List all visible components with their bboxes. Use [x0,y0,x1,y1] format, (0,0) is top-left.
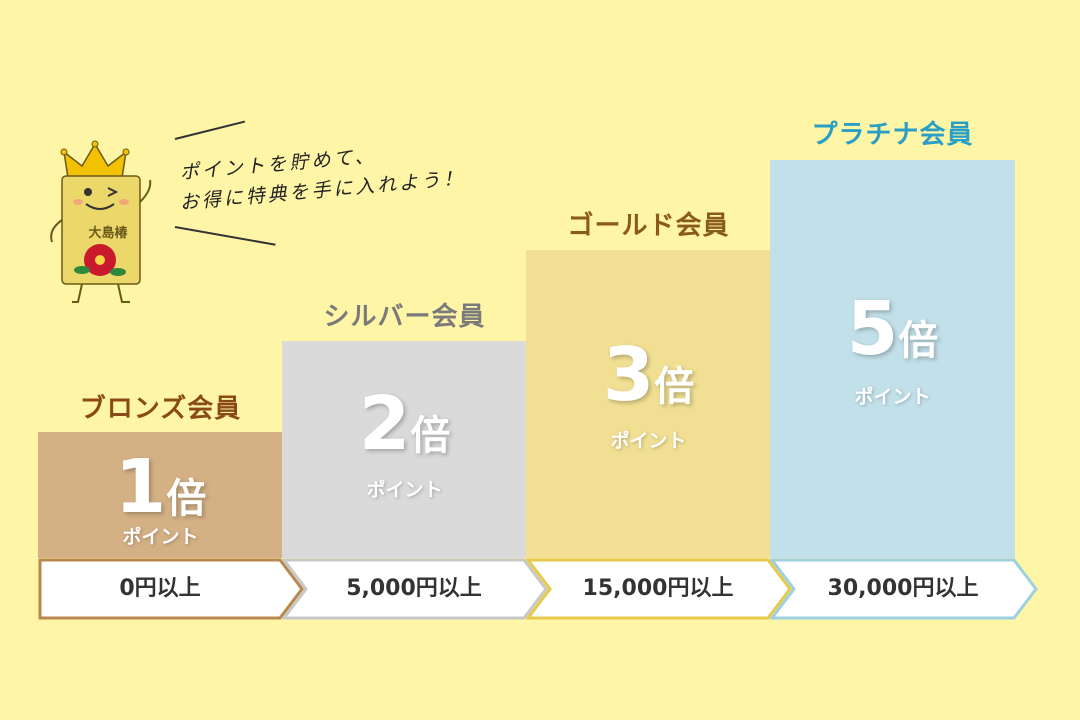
tier-box-silver: 2倍 ポイント [282,341,527,558]
tier-title-platinum: プラチナ会員 [811,120,974,150]
points-label-silver: ポイント [366,479,443,501]
mascot-illustration [50,140,152,303]
threshold-ribbon-silver: 5,000円以上 [282,558,550,620]
tier-title-gold: ゴールド会員 [567,211,730,241]
tier-title-silver: シルバー会員 [323,302,486,332]
tier-box-gold: 3倍 ポイント [526,250,771,558]
points-label-bronze: ポイント [122,526,199,548]
speech-bubble: ポイントを貯めて、 お得に特典を手に入れよう！ [174,118,505,248]
speech-line-bottom [174,226,276,246]
multiplier-bronze: 1倍 [114,444,207,530]
tier-box-bronze: 1倍 ポイント [38,432,283,558]
ribbon-arrow-shape [38,558,304,620]
ribbon-arrow-shape [770,558,1038,620]
mascot-name-text: 大島椿 [88,226,128,241]
speech-line-top [174,120,246,140]
threshold-text-bronze: 0円以上 [119,576,201,601]
points-label-platinum: ポイント [854,386,931,408]
multiplier-silver: 2倍 [358,381,451,467]
ribbon-arrow-shape [526,558,792,620]
threshold-ribbon-gold: 15,000円以上 [526,558,794,620]
tier-box-platinum: 5倍 ポイント [770,160,1015,558]
threshold-text-silver: 5,000円以上 [346,576,482,601]
multiplier-platinum: 5倍 [846,286,939,372]
threshold-ribbon-bronze: 0円以上 [38,558,306,620]
points-label-gold: ポイント [610,430,687,452]
multiplier-gold: 3倍 [602,332,695,418]
threshold-text-platinum: 30,000円以上 [827,576,979,601]
threshold-text-gold: 15,000円以上 [582,576,734,601]
ribbon-arrow-shape [282,558,548,620]
threshold-ribbon-platinum: 30,000円以上 [770,558,1040,620]
tier-title-bronze: ブロンズ会員 [79,394,242,424]
